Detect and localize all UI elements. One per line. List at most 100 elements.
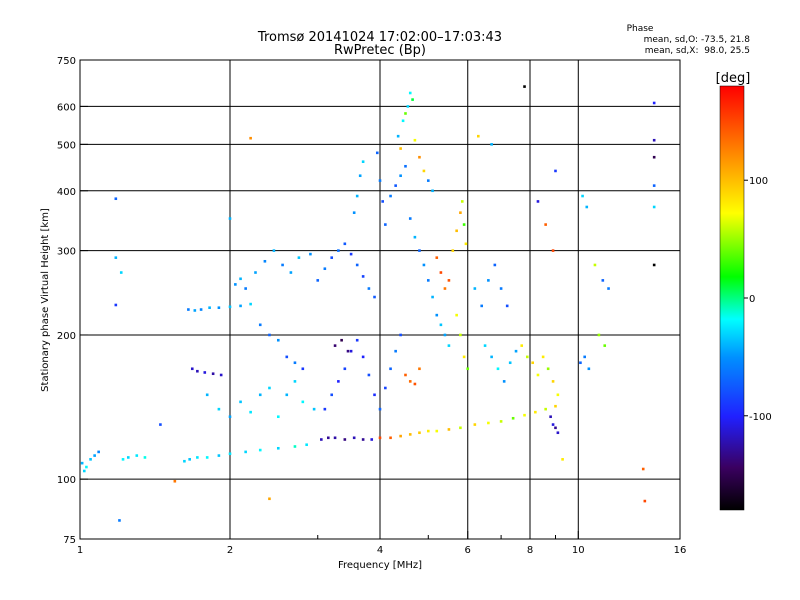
scatter-point [451,249,455,252]
scatter-point [408,433,412,436]
scatter-point [487,421,490,425]
scatter-point [276,415,280,419]
scatter-point [525,355,529,359]
scatter-point [367,373,371,377]
scatter-point [89,458,92,461]
y-tick-label: 400 [57,187,76,198]
scatter-point [258,448,262,452]
scatter-point [473,287,477,290]
scatter-point [551,423,555,426]
scatter-point [399,174,402,178]
scatter-point [85,465,88,469]
scatter-point [285,355,289,359]
scatter-point [268,386,271,390]
scatter-point [401,119,405,123]
scatter-point [477,134,480,138]
scatter-point [399,333,402,337]
scatter-point [394,349,397,353]
scatter-point [603,344,607,347]
scatter-point [349,349,353,353]
x-axis-label: Frequency [MHz] [338,560,422,571]
colorbar-tick-label: 0 [749,294,755,305]
scatter-point [435,313,439,317]
scatter-point [406,105,410,108]
scatter-point [343,242,347,246]
scatter-point [455,313,458,317]
x-axis: 1 2 4 6 8 10 16 [77,531,686,556]
scatter-point [431,189,434,193]
scatter-point [301,367,305,371]
scatter-point [219,373,223,377]
scatter-point [361,160,365,163]
scatter-point [551,249,555,252]
scatter-point [389,194,392,198]
scatter-point [508,361,512,365]
scatter-point [554,169,557,173]
scatter-point [587,367,591,371]
y-tick-label: 75 [63,535,76,546]
scatter-point [439,271,443,274]
scatter-point [373,393,376,397]
scatter-point [199,308,203,311]
scatter-point [523,413,526,417]
scatter-point [352,211,356,214]
scatter-point [487,279,490,282]
scatter-point [418,431,421,435]
scatter-point [581,194,584,198]
x-tick-label: 2 [227,545,233,556]
scatter-point [514,349,518,353]
scatter-point [607,287,610,290]
scatter-point [228,415,232,419]
scatter-point [460,200,464,203]
scatter-point [119,271,123,274]
scatter-point [413,235,417,239]
scatter-point [263,259,267,263]
scatter-point [355,263,359,267]
scatter-point [447,279,451,282]
scatter-point [404,164,407,168]
scatter-point [413,138,417,142]
scatter-point [228,217,232,220]
y-tick-label: 600 [57,102,76,113]
scatter-point [375,151,379,155]
scatter-point [203,371,207,374]
scatter-point [459,333,462,337]
scatter-point [249,302,252,306]
scatter-point [493,263,497,267]
scatter-point [499,287,503,290]
scatter-point [541,355,545,359]
scatter-point [323,267,327,271]
chart-title: Tromsø 20141024 17:02:00–17:03:43 [257,30,502,45]
scatter-point [258,323,262,327]
scatter-point [418,249,421,252]
scatter-point [272,249,276,252]
scatter-point [418,155,421,159]
scatter-point [333,344,337,347]
scatter-point [378,436,382,440]
scatter-point [464,242,468,246]
scatter-point [121,458,125,461]
scatter-point [413,382,417,386]
scatter-point [652,205,656,209]
phase-stats-x-line: mean, sd,X: 98.0, 25.5 [645,46,750,56]
scatter-point [330,256,334,259]
x-tick-label: 6 [465,545,471,556]
scatter-point [422,263,426,267]
scatter-point [551,380,555,383]
scatter-point [281,263,284,267]
scatter-point [652,101,656,105]
scatter-point [82,469,86,473]
scatter-point [217,454,221,457]
scatter-point [187,308,190,311]
scatter-point [234,283,237,286]
scatter-point [408,380,412,383]
x-tick-label: 1 [77,545,83,556]
scatter-point [93,454,96,457]
scatter-point [312,407,316,411]
y-axis-label: Stationary phase Virtual Height [km] [40,208,51,392]
scatter-point [652,263,656,267]
scatter-point [355,338,359,342]
scatter-point [327,436,330,440]
scatter-point [396,134,400,138]
scatter-point [496,367,500,371]
